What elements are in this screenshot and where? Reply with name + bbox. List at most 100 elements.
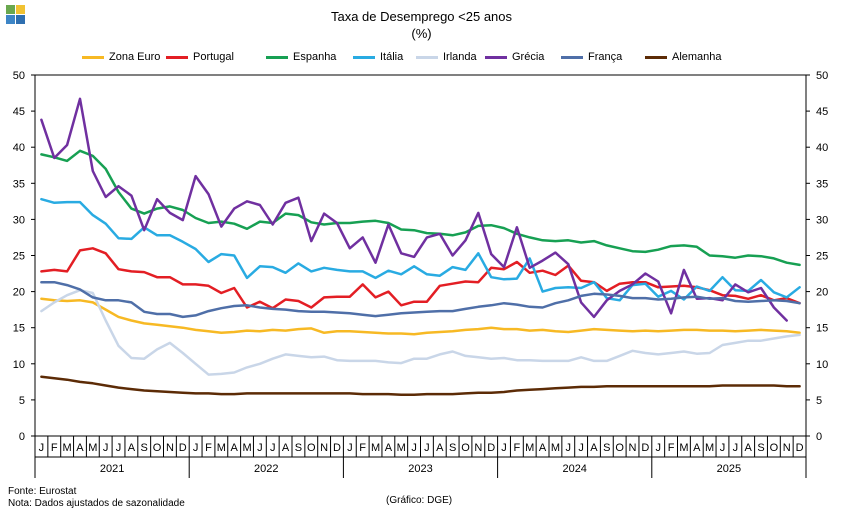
x-month-label: J xyxy=(733,442,739,454)
y-tick-label-left: 40 xyxy=(13,142,25,154)
series-line-irlanda xyxy=(40,288,801,376)
series-line-it-lia xyxy=(40,197,801,302)
x-month-label: A xyxy=(231,442,239,454)
x-month-label: M xyxy=(63,442,72,454)
legend-item: França xyxy=(561,51,622,63)
legend-swatch xyxy=(353,55,375,59)
logo-square xyxy=(16,15,25,24)
x-month-label: A xyxy=(539,442,547,454)
legend-swatch xyxy=(416,55,438,59)
x-month-label: A xyxy=(128,442,136,454)
y-tick-label-right: 35 xyxy=(816,178,828,190)
legend-swatch xyxy=(485,55,507,59)
legend-item: Alemanha xyxy=(645,51,722,63)
series-line-gr-cia xyxy=(40,97,788,322)
x-month-label: N xyxy=(166,442,174,454)
legend-item: Irlanda xyxy=(416,51,477,63)
x-month-label: N xyxy=(629,442,637,454)
x-month-label: A xyxy=(436,442,444,454)
x-month-label: A xyxy=(76,442,84,454)
x-month-label: J xyxy=(720,442,726,454)
x-month-label: J xyxy=(257,442,263,454)
x-month-label: N xyxy=(474,442,482,454)
y-tick-label-left: 20 xyxy=(13,287,25,299)
dge-logo xyxy=(6,5,26,25)
x-month-label: S xyxy=(295,442,302,454)
legend-label: Itália xyxy=(380,51,404,63)
x-month-label: J xyxy=(39,442,45,454)
series-line-espanha xyxy=(40,149,801,267)
x-year-label: 2025 xyxy=(717,463,741,475)
series-line-alemanha xyxy=(40,375,801,397)
legend-item: Zona Euro xyxy=(82,51,160,63)
x-month-label: S xyxy=(603,442,610,454)
x-month-label: F xyxy=(51,442,58,454)
y-tick-label-right: 0 xyxy=(816,431,822,443)
chart-legend: Zona Euro Portugal Espanha Itália Irlanda Gré… xyxy=(40,51,800,69)
y-tick-label-right: 50 xyxy=(816,70,828,82)
y-tick-label-left: 10 xyxy=(13,359,25,371)
legend-item: Espanha xyxy=(266,51,336,63)
y-tick-label-right: 5 xyxy=(816,395,822,407)
x-month-label: F xyxy=(359,442,366,454)
x-month-label: J xyxy=(411,442,417,454)
legend-item: Itália xyxy=(353,51,403,63)
y-tick-label-right: 10 xyxy=(816,359,828,371)
x-month-label: A xyxy=(745,442,753,454)
y-tick-label-left: 30 xyxy=(13,214,25,226)
legend-label: Alemanha xyxy=(672,51,722,63)
chart-subtitle: (%) xyxy=(411,26,432,41)
x-month-label: D xyxy=(487,442,495,454)
x-month-label: J xyxy=(347,442,353,454)
y-tick-label-left: 0 xyxy=(19,431,25,443)
x-year-label: 2021 xyxy=(100,463,124,475)
legend-swatch xyxy=(166,55,188,59)
x-month-label: J xyxy=(501,442,507,454)
x-month-label: A xyxy=(693,442,701,454)
y-tick-label-left: 35 xyxy=(13,178,25,190)
legend-label: Espanha xyxy=(293,51,337,63)
x-month-label: F xyxy=(514,442,521,454)
legend-swatch xyxy=(645,55,667,59)
adjustment-note: Nota: Dados ajustados de sazonalidade xyxy=(8,498,185,509)
x-month-label: J xyxy=(424,442,430,454)
y-tick-label-right: 30 xyxy=(816,214,828,226)
y-tick-label-right: 25 xyxy=(816,251,828,263)
x-month-label: D xyxy=(796,442,804,454)
x-month-label: O xyxy=(153,442,162,454)
x-year-label: 2023 xyxy=(408,463,432,475)
x-month-label: S xyxy=(757,442,764,454)
legend-swatch xyxy=(266,55,288,59)
legend-swatch xyxy=(561,55,583,59)
series-line-portugal xyxy=(40,247,801,310)
y-tick-label-right: 45 xyxy=(816,106,828,118)
logo-square xyxy=(6,5,15,14)
x-month-label: J xyxy=(566,442,572,454)
x-month-label: M xyxy=(371,442,380,454)
x-year-label: 2024 xyxy=(562,463,586,475)
chart-credit: (Gráfico: DGE) xyxy=(386,495,453,506)
plot-frame xyxy=(34,74,807,437)
x-month-label: S xyxy=(449,442,456,454)
x-month-label: S xyxy=(141,442,148,454)
x-month-label: D xyxy=(179,442,187,454)
legend-label: Zona Euro xyxy=(109,51,161,63)
legend-label: Grécia xyxy=(512,51,545,63)
x-month-label: J xyxy=(578,442,584,454)
x-month-label: J xyxy=(193,442,199,454)
x-month-label: O xyxy=(615,442,624,454)
x-month-label: J xyxy=(116,442,122,454)
y-tick-label-right: 20 xyxy=(816,287,828,299)
x-month-label: M xyxy=(551,442,560,454)
x-month-label: O xyxy=(770,442,779,454)
x-month-label: N xyxy=(783,442,791,454)
legend-item: Grécia xyxy=(485,51,544,63)
logo-square xyxy=(6,15,15,24)
y-tick-label-left: 25 xyxy=(13,251,25,263)
x-month-label: F xyxy=(205,442,212,454)
legend-label: França xyxy=(588,51,623,63)
x-month-label: J xyxy=(270,442,276,454)
x-month-label: A xyxy=(385,442,393,454)
x-month-label: A xyxy=(590,442,598,454)
